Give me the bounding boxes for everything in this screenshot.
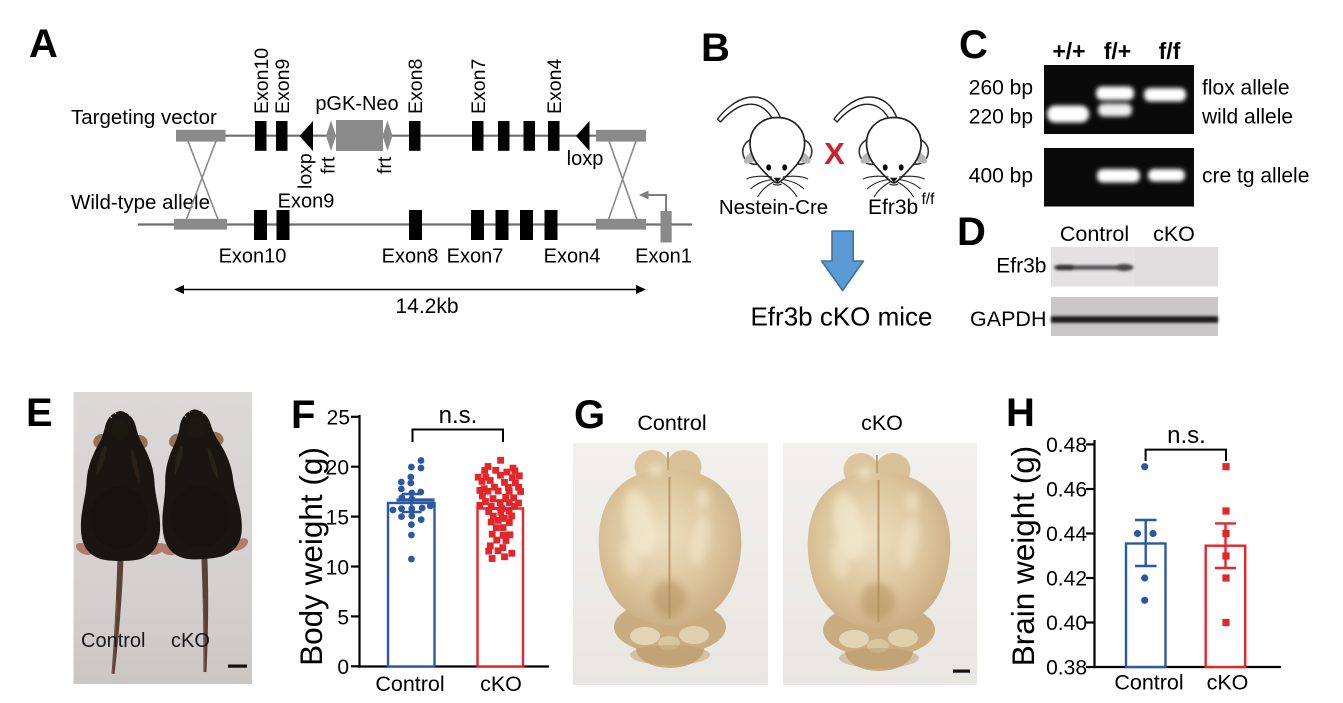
svg-text:A: A xyxy=(29,22,58,66)
svg-text:frt: frt xyxy=(318,156,340,174)
svg-text:+/+: +/+ xyxy=(1052,38,1085,64)
svg-text:D: D xyxy=(957,210,986,254)
svg-text:f/+: f/+ xyxy=(1104,38,1131,64)
svg-text:Exon7: Exon7 xyxy=(447,246,504,268)
svg-text:f/f: f/f xyxy=(922,191,936,208)
svg-text:Efr3b cKO mice: Efr3b cKO mice xyxy=(750,302,932,332)
svg-text:G: G xyxy=(574,393,605,437)
svg-text:n.s.: n.s. xyxy=(1167,422,1206,449)
svg-text:Nestein-Cre: Nestein-Cre xyxy=(719,196,828,219)
svg-text:0: 0 xyxy=(337,656,349,679)
svg-text:cre tg allele: cre tg allele xyxy=(1202,165,1309,188)
svg-text:cKO: cKO xyxy=(1207,671,1249,695)
svg-text:Exon1: Exon1 xyxy=(635,246,692,268)
svg-text:f/f: f/f xyxy=(1159,38,1181,64)
svg-text:cKO: cKO xyxy=(861,411,903,435)
svg-text:Targeting vector: Targeting vector xyxy=(71,106,217,129)
svg-text:wild allele: wild allele xyxy=(1201,106,1293,129)
svg-text:0.38: 0.38 xyxy=(1046,657,1087,680)
svg-text:B: B xyxy=(701,26,730,70)
svg-text:Exon10: Exon10 xyxy=(219,246,287,268)
svg-text:5: 5 xyxy=(337,607,349,630)
svg-text:Wild-type allele: Wild-type allele xyxy=(71,191,210,214)
svg-text:14.2kb: 14.2kb xyxy=(395,295,458,318)
svg-text:400 bp: 400 bp xyxy=(969,165,1033,188)
svg-text:X: X xyxy=(824,136,845,171)
svg-text:0.42: 0.42 xyxy=(1046,568,1087,591)
svg-text:20: 20 xyxy=(326,457,349,480)
svg-text:Exon4: Exon4 xyxy=(544,246,601,268)
svg-text:Control: Control xyxy=(1114,671,1183,695)
svg-text:H: H xyxy=(1006,391,1035,435)
svg-text:Efr3b: Efr3b xyxy=(868,196,918,219)
svg-text:loxp: loxp xyxy=(295,153,317,189)
svg-text:cKO: cKO xyxy=(171,630,210,652)
svg-text:Exon4: Exon4 xyxy=(544,59,566,114)
svg-text:260 bp: 260 bp xyxy=(969,77,1033,100)
svg-text:220 bp: 220 bp xyxy=(969,106,1033,129)
svg-text:Exon7: Exon7 xyxy=(468,59,490,114)
svg-text:C: C xyxy=(959,23,988,67)
svg-text:Control: Control xyxy=(81,630,145,652)
svg-text:Body weight (g): Body weight (g) xyxy=(293,447,329,666)
svg-text:Exon10: Exon10 xyxy=(251,48,273,114)
svg-text:10: 10 xyxy=(326,557,349,580)
svg-text:Brain weight (g): Brain weight (g) xyxy=(1005,446,1041,667)
svg-text:25: 25 xyxy=(327,407,350,430)
svg-text:Exon8: Exon8 xyxy=(382,246,439,268)
svg-text:Efr3b: Efr3b xyxy=(996,255,1046,278)
svg-text:cKO: cKO xyxy=(1153,222,1195,246)
svg-text:Exon8: Exon8 xyxy=(405,59,427,114)
svg-text:Control: Control xyxy=(375,672,444,696)
svg-text:0.48: 0.48 xyxy=(1046,434,1087,457)
svg-text:0.44: 0.44 xyxy=(1046,523,1087,546)
svg-text:flox allele: flox allele xyxy=(1202,77,1290,100)
svg-text:Control: Control xyxy=(1060,222,1129,246)
svg-text:frt: frt xyxy=(374,156,396,174)
svg-text:loxp: loxp xyxy=(567,148,604,170)
svg-text:0.46: 0.46 xyxy=(1046,479,1087,502)
svg-text:15: 15 xyxy=(326,507,349,530)
svg-text:E: E xyxy=(26,391,53,435)
svg-text:cKO: cKO xyxy=(480,672,522,696)
svg-text:Exon9: Exon9 xyxy=(272,59,294,114)
svg-text:F: F xyxy=(291,393,315,437)
svg-text:GAPDH: GAPDH xyxy=(970,307,1046,331)
svg-text:Exon9: Exon9 xyxy=(278,191,335,213)
svg-text:n.s.: n.s. xyxy=(439,402,478,429)
svg-text:0.40: 0.40 xyxy=(1046,612,1087,635)
svg-text:Control: Control xyxy=(637,411,706,435)
svg-text:pGK-Neo: pGK-Neo xyxy=(315,93,398,115)
